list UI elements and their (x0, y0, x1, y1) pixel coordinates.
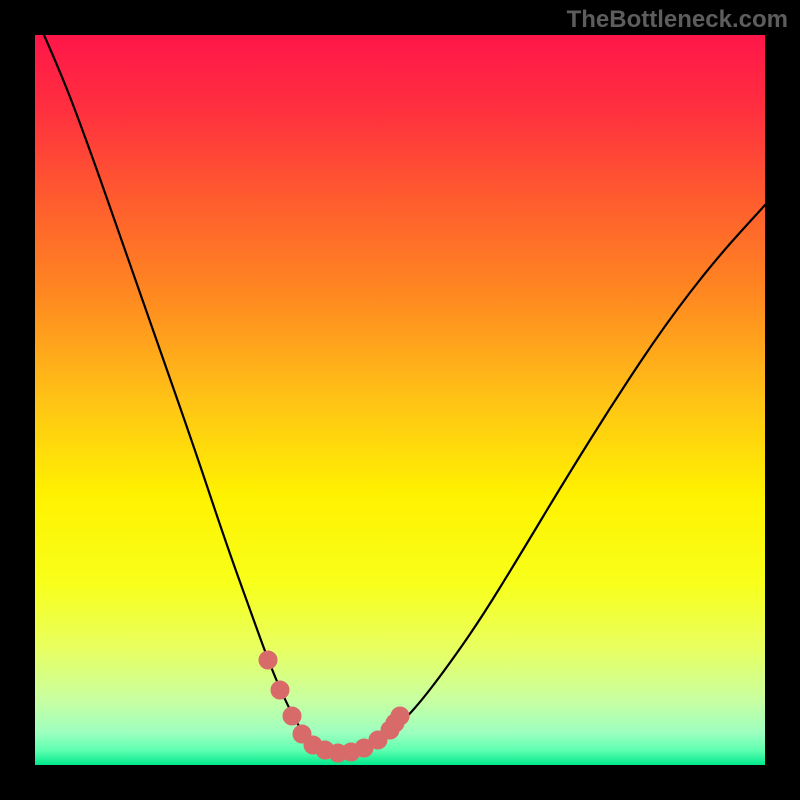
marker-point (391, 707, 409, 725)
plot-background (35, 35, 765, 765)
watermark-text: TheBottleneck.com (567, 6, 788, 34)
marker-point (259, 651, 277, 669)
marker-point (271, 681, 289, 699)
chart-frame: TheBottleneck.com (0, 0, 800, 800)
marker-point (283, 707, 301, 725)
chart-svg (0, 0, 800, 800)
